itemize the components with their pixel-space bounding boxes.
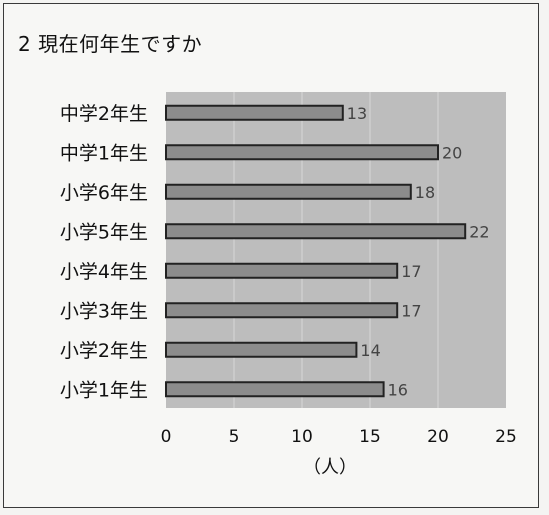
data-label: 20 [442,143,462,162]
x-axis-label: （人） [303,457,357,478]
x-tick-label: 0 [161,427,172,447]
category-label: 小学5年生 [60,221,148,243]
x-tick-label: 5 [229,427,240,447]
category-label: 中学2年生 [60,103,148,125]
bar [165,262,399,279]
x-tick-label: 20 [427,427,449,447]
bar [165,183,412,200]
data-label: 18 [415,183,435,202]
category-label: 小学1年生 [60,379,148,401]
data-label: 22 [469,222,489,241]
data-label: 14 [360,341,380,360]
page-title: 2 現在何年生ですか [18,32,203,56]
category-label: 中学1年生 [60,142,148,164]
data-label: 17 [401,301,421,320]
bar [165,302,399,319]
x-tick-label: 25 [495,427,517,447]
category-label: 小学6年生 [60,182,148,204]
data-label: 13 [347,104,367,123]
bar [165,144,439,161]
plot-area [166,92,506,408]
category-label: 小学3年生 [60,300,148,322]
data-label: 17 [401,262,421,281]
bar [165,104,344,121]
bar [165,223,467,240]
category-label: 小学4年生 [60,261,148,283]
category-label: 小学2年生 [60,340,148,362]
bar [165,341,358,358]
data-label: 16 [388,380,408,399]
x-tick-label: 10 [291,427,313,447]
bar [165,381,385,398]
x-tick-label: 15 [359,427,381,447]
